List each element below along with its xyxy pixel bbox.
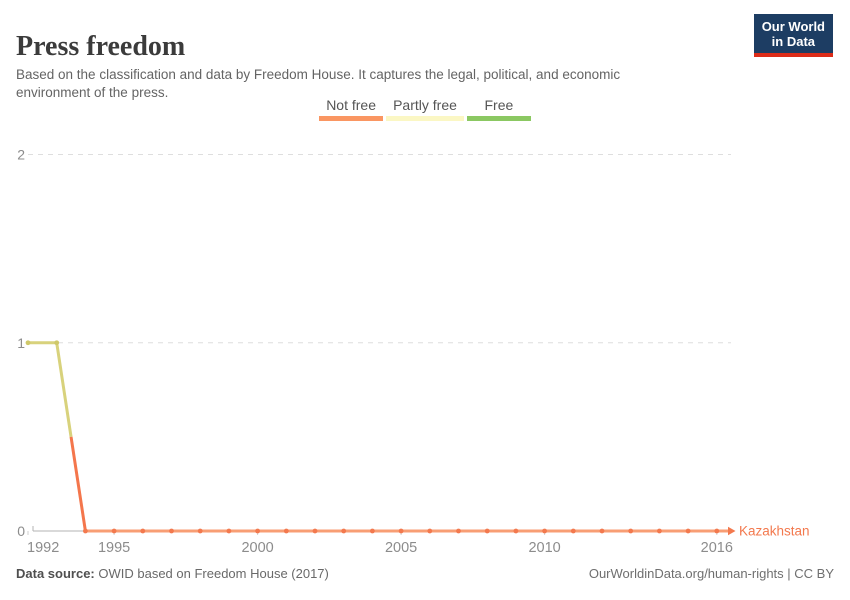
legend-swatch-not-free <box>319 116 384 121</box>
x-tick-label: 2000 <box>241 540 273 556</box>
subtitle-line-1: Based on the classification and data by … <box>16 66 621 82</box>
x-tick-label: 2010 <box>528 540 560 556</box>
legend-swatch-free <box>466 116 531 121</box>
page-title: Press freedom <box>16 30 186 62</box>
legend-item-not-free: Not free <box>319 97 384 121</box>
line-end-arrow <box>728 526 736 536</box>
subtitle-line-2: environment of the press. <box>16 84 169 100</box>
legend-label-free: Free <box>484 97 514 113</box>
legend-swatch-partly-free <box>386 116 464 121</box>
data-point-markers <box>25 340 720 534</box>
y-tick-label: 2 <box>17 147 25 163</box>
legend-label-partly-free: Partly free <box>393 97 457 113</box>
logo-line-1: Our World <box>761 19 825 34</box>
chart-subtitle: Based on the classification and data by … <box>16 66 620 102</box>
y-tick-label: 1 <box>17 335 25 351</box>
logo-line-2: in Data <box>771 34 816 49</box>
y-tick-label: 0 <box>17 523 25 539</box>
data-source: Data source: OWID based on Freedom House… <box>16 566 329 581</box>
data-source-text: OWID based on Freedom House (2017) <box>98 566 329 581</box>
x-tick-label: 2016 <box>701 540 733 556</box>
x-tick-label: 1995 <box>98 540 130 556</box>
y-gridlines: 0 1 2 <box>17 147 731 539</box>
legend-item-free: Free <box>466 97 531 121</box>
chart-footer: Data source: OWID based on Freedom House… <box>16 566 834 581</box>
legend: Not free Partly free Free <box>0 97 850 121</box>
x-tick-label: 1992 <box>27 540 59 556</box>
legend-item-partly-free: Partly free <box>386 97 464 121</box>
data-source-label: Data source: <box>16 566 95 581</box>
x-tick-label: 2005 <box>385 540 417 556</box>
entity-label[interactable]: Kazakhstan <box>739 524 810 539</box>
series-line-kazakhstan[interactable] <box>28 341 736 536</box>
owid-logo[interactable]: Our World in Data <box>753 14 833 57</box>
owid-url-link[interactable]: OurWorldinData.org/human-rights | CC BY <box>588 566 834 581</box>
legend-label-not-free: Not free <box>326 97 376 113</box>
